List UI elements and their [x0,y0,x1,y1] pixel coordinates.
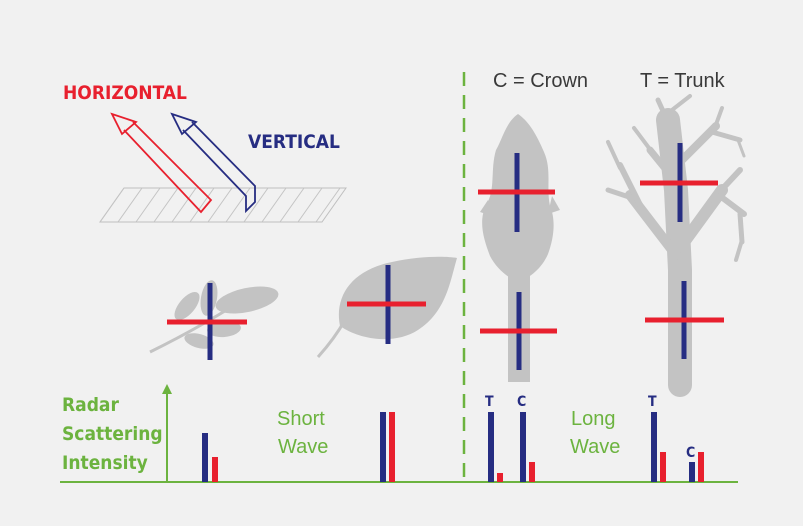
cross-bare-tree-trunk [645,281,724,359]
bar-sprig-vertical [202,433,208,482]
bare-tree-icon [605,94,747,397]
axis-label-line-1: Radar [62,394,119,416]
bar-letter-crown-bare: C [686,445,696,461]
leaf-icon [316,256,457,359]
bar-conifer-trunk-horizontal [497,473,503,482]
vertical-label: VERTICAL [248,131,340,153]
leaf-sprig-icon [149,280,279,354]
cross-conifer-crown [478,153,555,232]
axis-label-line-2: Scattering [62,423,163,445]
cross-conifer-trunk [480,292,557,370]
bar-bare-crown-horizontal [698,452,704,482]
intensity-bars [202,412,704,482]
bar-conifer-crown-vertical [520,412,526,482]
axis-label-line-3: Intensity [62,452,148,474]
bar-conifer-crown-horizontal [529,462,535,482]
bar-sprig-horizontal [212,457,218,482]
cross-leaf-sprig [167,283,247,360]
bar-letter-crown-conifer: C [517,394,527,410]
short-wave-label-2: Wave [278,436,329,458]
bar-bare-trunk-horizontal [660,452,666,482]
bar-conifer-trunk-vertical [488,412,494,482]
bar-letter-trunk-bare: T [648,394,657,410]
long-wave-label-2: Wave [570,436,621,458]
cross-broad-leaf [347,265,426,344]
bar-letter-trunk-conifer: T [485,394,494,410]
long-wave-label-1: Long [571,408,616,430]
bar-bare-trunk-vertical [651,412,657,482]
horizontal-arrow-icon [110,112,213,214]
bar-leaf-vertical [380,412,386,482]
vertical-arrow-icon [170,112,256,214]
ground-surface [99,187,347,223]
intensity-axis [60,384,738,483]
bar-bare-crown-vertical [689,462,695,482]
crown-legend: C = Crown [493,70,589,92]
horizontal-label: HORIZONTAL [63,82,187,104]
cross-bare-tree-crown [640,143,718,222]
bar-leaf-horizontal [389,412,395,482]
trunk-legend: T = Trunk [640,70,725,92]
short-wave-label-1: Short [277,408,325,430]
